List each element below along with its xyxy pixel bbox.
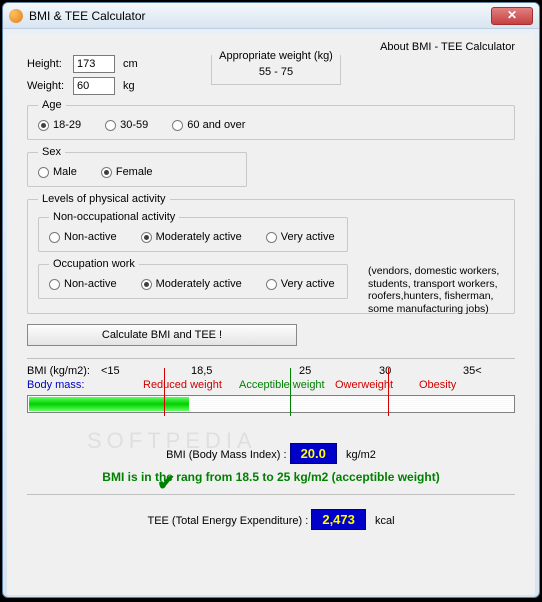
radio-icon (38, 120, 49, 131)
content-area: About BMI - TEE Calculator Height: cm We… (7, 33, 535, 595)
non-occ-option[interactable]: Very active (266, 231, 335, 243)
window-title: BMI & TEE Calculator (29, 9, 491, 23)
scale-category: Reduced weight (143, 379, 222, 391)
bmi-scale: BMI (kg/m2): <15 18,5 25 30 35< Body mass: R… (27, 365, 515, 435)
non-occ-fieldset: Non-occupational activity Non-active Mode… (38, 211, 348, 252)
occ-legend: Occupation work (49, 258, 139, 270)
scale-divider (290, 368, 291, 416)
radio-label: Moderately active (156, 278, 242, 290)
check-icon: ✔ (157, 470, 175, 496)
scale-category: Acceptible weight (239, 379, 325, 391)
appropriate-weight-box: Appropriate weight (kg) 55 - 75 (211, 55, 341, 85)
scale-tick: 35< (463, 365, 482, 377)
scale-category: Obesity (419, 379, 456, 391)
radio-label: Very active (281, 231, 335, 243)
bmi-bar-fill (29, 397, 189, 411)
activity-note: (vendors, domestic workers, students, tr… (368, 265, 518, 315)
height-unit: cm (123, 58, 138, 70)
scale-category: Owerweight (335, 379, 393, 391)
age-fieldset: Age 18-29 30-59 60 and over (27, 99, 515, 140)
radio-icon (101, 167, 112, 178)
tee-readout: TEE (Total Energy Expenditure) : 2,473 k… (27, 509, 515, 530)
scale-divider (164, 368, 165, 416)
radio-label: Very active (281, 278, 335, 290)
radio-label: Non-active (64, 278, 117, 290)
radio-label: Male (53, 166, 77, 178)
weight-label: Weight: (27, 80, 73, 92)
age-legend: Age (38, 99, 66, 111)
body-mass-label: Body mass: (27, 379, 84, 391)
radio-icon (141, 279, 152, 290)
radio-icon (105, 120, 116, 131)
about-link[interactable]: About BMI - TEE Calculator (380, 41, 515, 53)
radio-icon (266, 232, 277, 243)
height-input[interactable] (73, 55, 115, 73)
age-option[interactable]: 18-29 (38, 119, 81, 131)
appropriate-weight-caption: Appropriate weight (kg) (212, 50, 340, 62)
scale-tick: <15 (101, 365, 120, 377)
scale-divider (388, 368, 389, 416)
bmi-value: 20.0 (290, 443, 337, 464)
bmi-status-text: BMI is in the rang from 18.5 to 25 kg/m2… (102, 470, 439, 484)
tee-unit: kcal (375, 515, 395, 527)
bmi-status: ✔ BMI is in the rang from 18.5 to 25 kg/… (27, 470, 515, 484)
height-label: Height: (27, 58, 73, 70)
bmi-result-label: BMI (Body Mass Index) : (166, 449, 286, 461)
tee-value: 2,473 (311, 509, 366, 530)
radio-label: Moderately active (156, 231, 242, 243)
sex-legend: Sex (38, 146, 65, 158)
non-occ-legend: Non-occupational activity (49, 211, 179, 223)
radio-label: 60 and over (187, 119, 245, 131)
divider-2 (27, 494, 515, 495)
scale-unit-label: BMI (kg/m2): (27, 365, 90, 377)
age-option[interactable]: 30-59 (105, 119, 148, 131)
radio-icon (172, 120, 183, 131)
weight-unit: kg (123, 80, 135, 92)
non-occ-option[interactable]: Moderately active (141, 231, 242, 243)
radio-icon (49, 279, 60, 290)
radio-icon (141, 232, 152, 243)
close-button[interactable]: ✕ (491, 7, 533, 25)
non-occ-option[interactable]: Non-active (49, 231, 117, 243)
radio-label: 18-29 (53, 119, 81, 131)
occ-option[interactable]: Non-active (49, 278, 117, 290)
app-window: BMI & TEE Calculator ✕ About BMI - TEE C… (2, 2, 540, 598)
radio-icon (38, 167, 49, 178)
occ-fieldset: Occupation work Non-active Moderately act… (38, 258, 348, 299)
radio-icon (266, 279, 277, 290)
radio-label: 30-59 (120, 119, 148, 131)
occ-option[interactable]: Moderately active (141, 278, 242, 290)
appropriate-weight-value: 55 - 75 (212, 66, 340, 78)
scale-tick: 18,5 (191, 365, 212, 377)
activity-legend: Levels of physical activity (38, 193, 170, 205)
sex-fieldset: Sex Male Female (27, 146, 247, 187)
activity-fieldset: Levels of physical activity Non-occupati… (27, 193, 515, 314)
age-option[interactable]: 60 and over (172, 119, 245, 131)
calculate-button[interactable]: Calculate BMI and TEE ! (27, 324, 297, 346)
bmi-unit: kg/m2 (346, 449, 376, 461)
titlebar: BMI & TEE Calculator ✕ (3, 3, 539, 29)
scale-tick: 25 (299, 365, 311, 377)
scale-tick: 30 (379, 365, 391, 377)
bmi-bar (27, 395, 515, 413)
radio-label: Female (116, 166, 153, 178)
radio-icon (49, 232, 60, 243)
bmi-readout: BMI (Body Mass Index) : 20.0 kg/m2 (27, 443, 515, 464)
radio-label: Non-active (64, 231, 117, 243)
sex-option[interactable]: Male (38, 166, 77, 178)
weight-input[interactable] (73, 77, 115, 95)
sex-option[interactable]: Female (101, 166, 153, 178)
divider (27, 358, 515, 359)
occ-option[interactable]: Very active (266, 278, 335, 290)
tee-label: TEE (Total Energy Expenditure) : (147, 515, 308, 527)
app-icon (9, 9, 23, 23)
